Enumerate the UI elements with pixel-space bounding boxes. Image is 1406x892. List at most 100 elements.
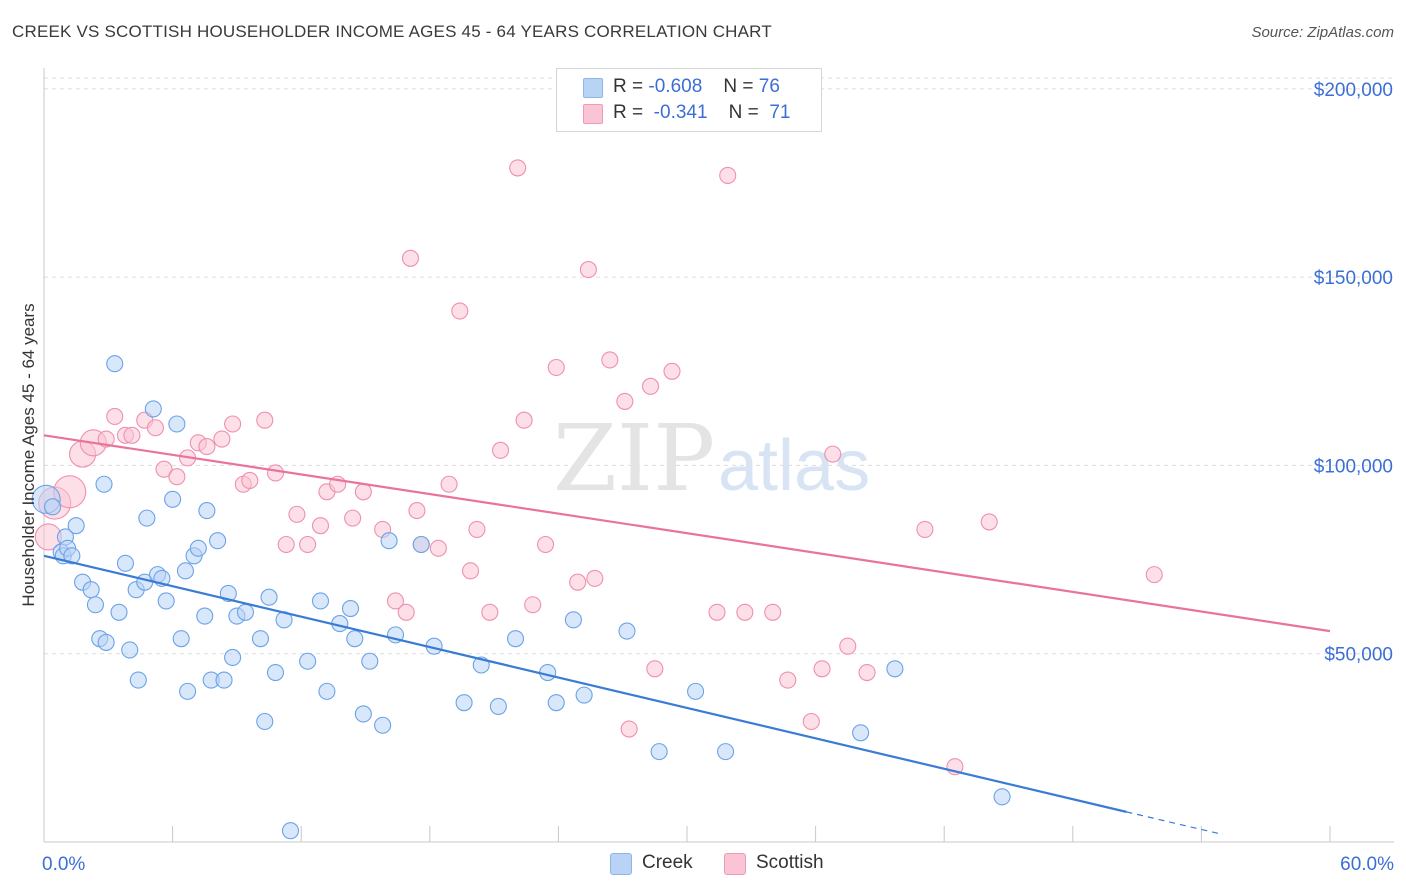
scottish-point — [858, 663, 876, 682]
scottish-point — [266, 464, 285, 482]
scottish-point — [461, 562, 480, 580]
creek-point — [618, 622, 636, 640]
creek-point — [506, 630, 525, 648]
legend-r-label: R = — [613, 76, 644, 97]
scottish-point — [620, 720, 638, 738]
scottish-point — [764, 603, 782, 621]
scottish-point — [802, 712, 820, 731]
y-axis-label: Householder Income Ages 45 - 64 years — [19, 303, 38, 606]
creek-point — [564, 611, 582, 629]
scottish-point — [642, 377, 660, 395]
scottish-point — [299, 535, 317, 554]
creek-point — [110, 603, 128, 621]
creek-point — [95, 475, 113, 493]
scottish-point — [569, 573, 587, 591]
watermark-zip: ZIP — [553, 405, 715, 512]
creek-point — [138, 509, 156, 527]
creek-point — [198, 502, 216, 520]
correlation-legend: R = -0.608 N = 76 R = -0.341 N = 71 — [556, 68, 822, 132]
creek-point — [224, 648, 242, 667]
creek-point — [852, 724, 870, 742]
creek-point — [256, 712, 274, 731]
scottish-point — [601, 351, 619, 369]
scottish-point — [168, 468, 186, 486]
creek-point — [179, 682, 197, 700]
creek-point — [717, 743, 735, 761]
creek-point — [116, 554, 134, 572]
x-tick-label: 0.0% — [42, 854, 85, 875]
scottish-point — [288, 505, 306, 523]
trend-lines — [43, 434, 1331, 836]
creek-point — [318, 682, 336, 700]
creek-point — [354, 705, 372, 723]
creek-trend-extension — [1126, 811, 1223, 836]
y-tick-label: $150,000 — [1314, 268, 1393, 289]
scottish-point — [344, 509, 362, 527]
scottish-point — [839, 637, 857, 655]
legend-r-value: -0.608 — [648, 76, 703, 97]
scottish-point — [146, 419, 165, 437]
legend-n-value: 76 — [758, 76, 780, 97]
creek-point — [121, 641, 139, 659]
creek-point — [886, 660, 904, 678]
creek-swatch — [583, 78, 603, 98]
scottish-point — [277, 535, 295, 554]
scottish-trend-line — [43, 434, 1331, 633]
creek-point — [63, 547, 81, 565]
creek-point — [281, 822, 300, 840]
scottish-point — [579, 261, 597, 279]
watermark: ZIP atlas — [553, 405, 870, 512]
scottish-point — [646, 660, 664, 678]
creek-point — [489, 697, 507, 715]
scottish-point — [311, 517, 330, 535]
scottish-point — [397, 603, 415, 621]
creek-point — [172, 630, 190, 648]
scottish-point — [440, 475, 458, 493]
creek-point — [260, 588, 278, 606]
creek-point — [86, 596, 104, 614]
creek-point — [97, 633, 115, 651]
creek-point — [341, 599, 360, 618]
scottish-point — [547, 358, 565, 377]
creek-point — [236, 603, 255, 621]
scottish-point — [481, 603, 499, 621]
scottish-point — [719, 166, 737, 184]
grid-lines — [44, 77, 1394, 655]
creek-point — [144, 400, 162, 418]
scottish-point — [515, 411, 533, 429]
creek-point — [106, 355, 124, 373]
creek-point — [251, 630, 270, 648]
creek-point — [299, 652, 317, 670]
creek-point — [129, 671, 147, 689]
y-tick-label: $100,000 — [1314, 456, 1393, 477]
axes — [43, 68, 1394, 843]
legend-n-value: 71 — [769, 102, 791, 123]
scottish-point — [536, 535, 555, 554]
scottish-swatch — [583, 104, 603, 124]
scottish-point — [586, 569, 604, 587]
scottish-point — [916, 520, 934, 538]
creek-point — [215, 671, 233, 689]
scottish-point — [524, 596, 542, 614]
creek-point — [374, 716, 392, 734]
scottish-point — [663, 362, 681, 380]
scottish-point — [1145, 566, 1163, 584]
creek-point — [455, 694, 473, 712]
creek-point — [412, 535, 430, 554]
source-label: Source: ZipAtlas.com — [1251, 24, 1394, 41]
creek-point — [209, 532, 227, 550]
scottish-point — [813, 660, 831, 678]
creek-legend-label: Creek — [642, 852, 693, 873]
creek-legend-swatch — [610, 853, 632, 875]
scottish-point — [408, 502, 426, 520]
creek-point — [687, 682, 705, 700]
scottish-point — [213, 430, 231, 448]
creek-points — [31, 355, 1011, 840]
scottish-point — [779, 671, 797, 689]
creek-point — [346, 630, 364, 648]
scottish-point — [708, 603, 726, 621]
scottish-point — [224, 415, 242, 433]
creek-point — [361, 652, 379, 670]
creek-point — [44, 498, 62, 516]
